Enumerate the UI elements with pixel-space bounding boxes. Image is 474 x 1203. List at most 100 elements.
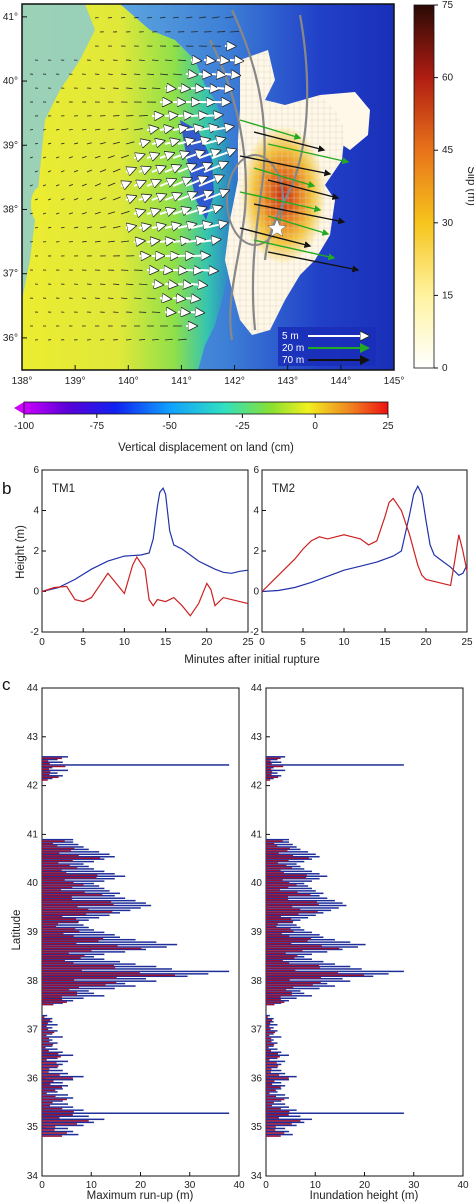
blue-height-bar (42, 1002, 63, 1004)
displacement-arrow (73, 198, 79, 201)
displacement-arrow (138, 339, 146, 341)
red-height-bar (266, 1129, 276, 1131)
runup-plot: 34 35 36 37 38 39 40 41 42 43 44 0 10 20 30 40 (27, 683, 245, 1191)
blue-height-bar (42, 1109, 84, 1111)
red-height-bar (42, 1034, 47, 1037)
map-x-ticks: 138° 139° 140° 141° 142° 143° 144° 145° (12, 376, 405, 387)
red-height-bar (266, 1077, 289, 1079)
displacement-arrow (203, 88, 218, 89)
displacement-arrow (47, 170, 52, 173)
displacement-arrow (211, 150, 235, 159)
map-y-tick-label: 40° (3, 76, 18, 87)
height-tick-label: 10 (310, 1180, 322, 1191)
red-height-bar (42, 918, 77, 920)
displacement-arrow (151, 115, 162, 116)
blue-height-bar (266, 958, 312, 960)
blue-height-bar (42, 1121, 94, 1124)
displacement-arrow (185, 16, 193, 19)
displacement-arrow (190, 164, 211, 173)
seafloor-displacement-arrow (267, 143, 350, 165)
blue-height-bar (42, 843, 79, 846)
red-height-bar (42, 1120, 89, 1122)
displacement-arrow (68, 212, 74, 215)
red-height-bar (266, 1016, 268, 1018)
displacement-arrow (120, 16, 126, 19)
map-y-tick-label: 36° (3, 333, 18, 344)
red-height-bar (266, 984, 313, 986)
blue-height-bar (42, 758, 58, 761)
red-height-bar (42, 908, 89, 911)
displacement-arrow (138, 226, 150, 228)
red-height-bar (266, 957, 295, 960)
displacement-arrow (99, 226, 107, 229)
red-height-bar (266, 996, 281, 999)
red-height-bar (42, 886, 73, 889)
blue-height-bar (266, 846, 297, 848)
red-height-bar (42, 1113, 73, 1116)
red-height-bar (266, 886, 289, 889)
tm-x-tick-label: 0 (39, 637, 45, 648)
red-height-bar (42, 991, 78, 994)
displacement-arrow (177, 140, 194, 144)
red-height-bar (266, 1065, 279, 1067)
displacement-arrow (99, 142, 106, 145)
displacement-arrow (172, 73, 182, 76)
blue-height-bar (266, 777, 274, 780)
blue-height-bar (266, 1115, 301, 1118)
blue-height-bar (266, 1024, 278, 1026)
blue-height-bar (266, 855, 320, 858)
red-height-bar (42, 1040, 50, 1043)
red-height-bar (266, 773, 272, 776)
blue-height-bar (266, 924, 297, 926)
blue-height-bar (42, 899, 136, 902)
displacement-arrow (190, 224, 211, 228)
blue-height-bar (42, 769, 68, 772)
lat-tick-label: 43 (27, 732, 39, 743)
blue-height-bar (266, 995, 312, 997)
red-height-bar (266, 1117, 279, 1119)
displacement-arrow (151, 87, 161, 90)
blue-height-bar (266, 941, 351, 943)
blue-height-bar (42, 1017, 53, 1020)
red-height-bar (42, 981, 117, 984)
red-height-bar (42, 869, 62, 872)
blue-height-bar (266, 882, 305, 885)
displacement-arrow (159, 298, 170, 299)
map-x-tick-label: 143° (277, 376, 298, 387)
red-height-bar (266, 1101, 274, 1104)
sea-of-japan (22, 4, 95, 300)
vertical-colorbar: -100 -75 -50 -25 0 25 Vertical displacement o… (14, 401, 394, 454)
blue-height-bar (266, 948, 343, 951)
slip-tick-label: 45 (442, 145, 454, 156)
displacement-arrow (216, 88, 233, 89)
red-height-bar (42, 842, 54, 845)
blue-height-bar (42, 1057, 58, 1060)
displacement-arrow (146, 154, 158, 158)
displacement-arrow (211, 74, 225, 75)
map-y-tick-label: 41° (3, 12, 18, 23)
blue-height-bar (266, 1112, 404, 1114)
red-height-bar (42, 867, 78, 869)
seafloor-displacement-arrow (253, 167, 316, 188)
displacement-arrow (120, 297, 128, 300)
displacement-arrow (177, 193, 196, 201)
red-height-bar (266, 1049, 272, 1052)
blue-height-bar (42, 764, 230, 766)
tm1-frame (41, 469, 249, 633)
displacement-arrow (120, 73, 127, 75)
red-height-bar (42, 1025, 47, 1028)
blue-height-bar (266, 870, 312, 873)
blue-height-bar (42, 919, 89, 921)
red-height-bar (42, 952, 69, 955)
red-height-bar (42, 1022, 48, 1024)
blue-height-bar (266, 970, 404, 973)
red-height-bar (266, 1062, 277, 1064)
blue-height-bar (266, 902, 343, 904)
red-height-bar (42, 1123, 78, 1125)
displacement-arrow (94, 240, 101, 243)
blue-height-bar (266, 1002, 282, 1004)
red-height-bar (42, 1046, 46, 1049)
blue-height-bar (266, 865, 301, 868)
red-height-bar (42, 1071, 49, 1073)
blue-height-bar (266, 1088, 282, 1090)
